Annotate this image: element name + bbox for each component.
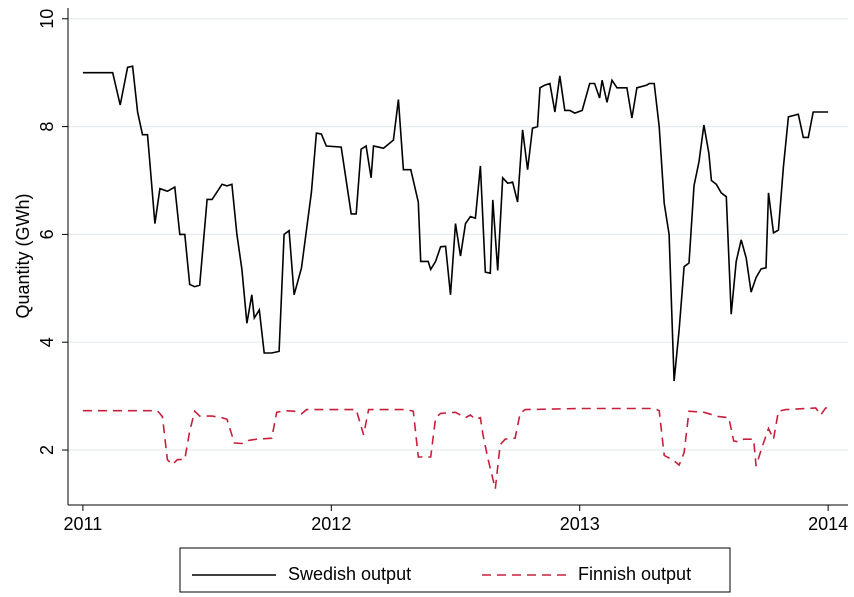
- series-line: [82, 65, 829, 382]
- x-tick-label: 2014: [808, 514, 848, 534]
- y-tick-label: 6: [37, 229, 57, 239]
- x-tick-label: 2011: [64, 514, 103, 534]
- x-tick-label: 2013: [560, 514, 600, 534]
- y-tick-label: 8: [37, 122, 57, 132]
- y-tick-label: 4: [37, 337, 57, 347]
- y-axis-label: Quantity (GWh): [13, 193, 33, 318]
- y-tick-label: 10: [37, 9, 57, 29]
- legend-box: [179, 547, 731, 593]
- series-line: [82, 407, 829, 489]
- y-tick-label: 2: [37, 445, 57, 455]
- legend-label: Finnish output: [578, 564, 691, 584]
- x-tick-label: 2012: [311, 514, 351, 534]
- legend-label: Swedish output: [288, 564, 411, 584]
